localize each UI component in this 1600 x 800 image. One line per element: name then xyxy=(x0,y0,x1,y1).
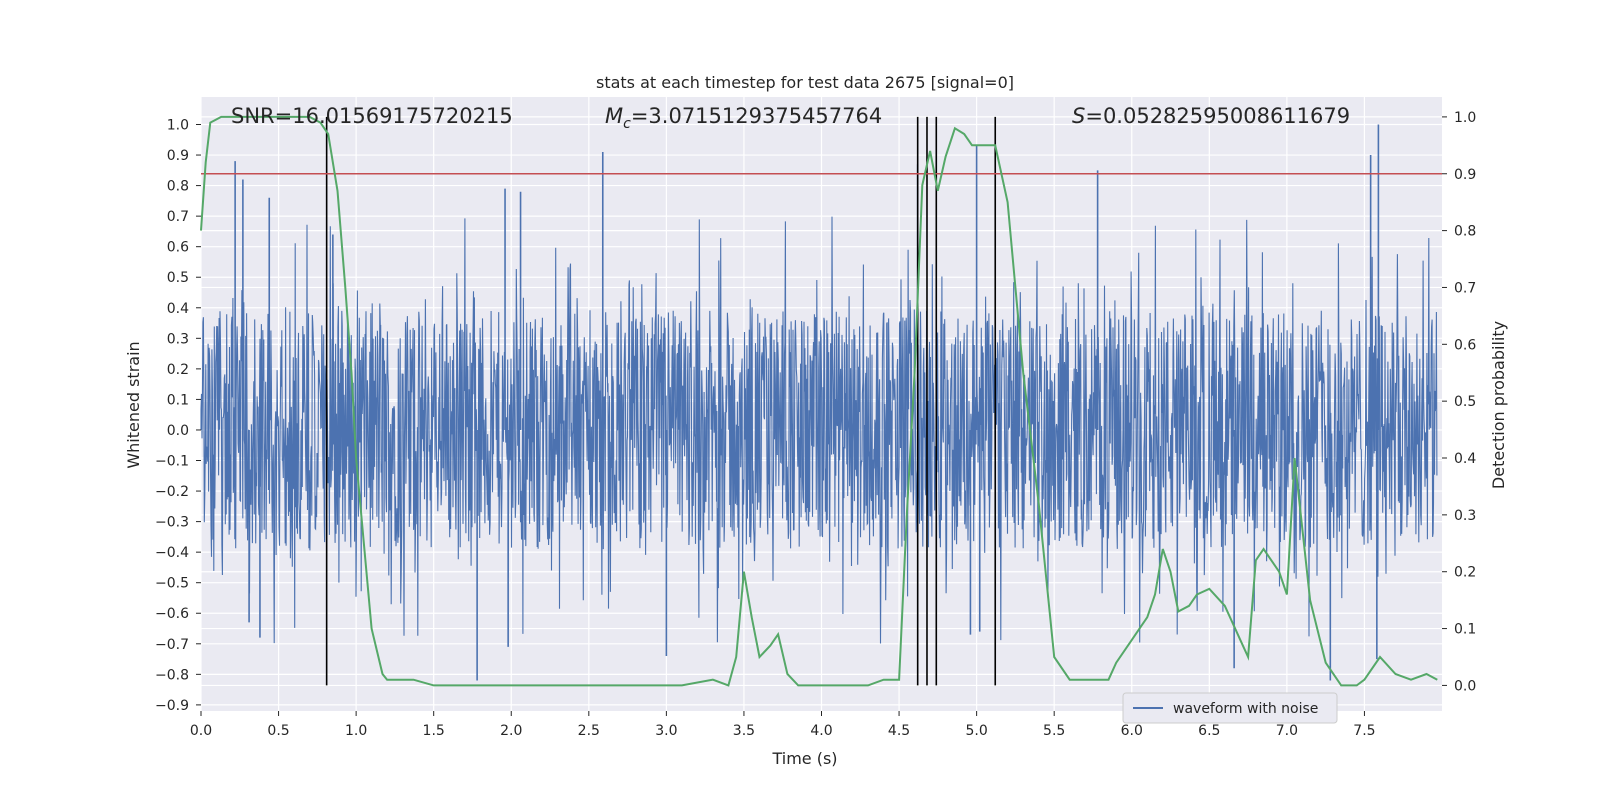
s-annotation: S=0.05282595008611679 xyxy=(1072,104,1350,128)
chirp-mass-subscript: c xyxy=(623,116,631,132)
x-tick-label: 2.5 xyxy=(578,723,600,739)
y-tick-label: −0.5 xyxy=(155,576,189,592)
y-tick-label: −0.8 xyxy=(155,667,189,683)
y2-tick-label: 0.3 xyxy=(1454,508,1476,524)
legend-label: waveform with noise xyxy=(1173,701,1318,717)
y-tick-label: −0.1 xyxy=(155,454,189,470)
y-tick-labels: −0.9 −0.8 −0.7 −0.6 −0.5 −0.4 −0.3 −0.2 −0.1 0.0 0… xyxy=(155,117,201,714)
y2-tick-label: 0.8 xyxy=(1454,224,1476,240)
x-tick-label: 5.0 xyxy=(965,723,987,739)
x-axis-label: Time (s) xyxy=(771,749,837,768)
y-tick-label: −0.9 xyxy=(155,698,189,714)
x-tick-label: 4.0 xyxy=(810,723,832,739)
y-tick-label: 0.5 xyxy=(167,270,189,286)
y-tick-label: 0.9 xyxy=(167,148,189,164)
x-tick-label: 0.5 xyxy=(267,723,289,739)
y-tick-label: 1.0 xyxy=(167,117,189,133)
x-tick-label: 0.0 xyxy=(190,723,212,739)
y2-tick-label: 1.0 xyxy=(1454,110,1476,126)
y-tick-label: 0.0 xyxy=(167,423,189,439)
legend: waveform with noise xyxy=(1122,692,1338,724)
strain-series xyxy=(200,124,1438,681)
detection-probability-line xyxy=(200,115,1438,687)
s-symbol: S xyxy=(1072,104,1085,128)
y-tick-label: 0.1 xyxy=(167,392,189,408)
y-tick-label: 0.6 xyxy=(167,240,189,256)
x-tick-label: 7.0 xyxy=(1276,723,1298,739)
y-tick-label: 0.2 xyxy=(167,362,189,378)
x-tick-label: 6.5 xyxy=(1198,723,1220,739)
y2-tick-label: 0.7 xyxy=(1454,280,1476,296)
y2-tick-label: 0.2 xyxy=(1454,565,1476,581)
x-tick-label: 3.5 xyxy=(733,723,755,739)
s-value: =0.05282595008611679 xyxy=(1085,104,1350,128)
x-tick-label: 1.0 xyxy=(345,723,367,739)
y-tick-label: −0.7 xyxy=(155,637,189,653)
y-tick-label: −0.6 xyxy=(155,606,189,622)
x-tick-label: 4.5 xyxy=(888,723,910,739)
y2-tick-label: 0.4 xyxy=(1454,451,1476,467)
y-tick-label: 0.8 xyxy=(167,179,189,195)
y2-tick-labels: 0.0 0.1 0.2 0.3 0.4 0.5 0.6 0.7 0.8 0.9 1.0 xyxy=(1442,110,1476,694)
y2-tick-label: 0.1 xyxy=(1454,622,1476,638)
y2-tick-label: 0.0 xyxy=(1454,678,1476,694)
chirp-mass-value: =3.0715129375457764 xyxy=(631,104,882,128)
y2-tick-label: 0.5 xyxy=(1454,394,1476,410)
strain-path xyxy=(200,216,1438,644)
x-tick-label: 2.0 xyxy=(500,723,522,739)
x-tick-label: 1.5 xyxy=(423,723,445,739)
x-tick-labels: 0.0 0.5 1.0 1.5 2.0 2.5 3.0 3.5 4.0 4.5 5.0 5.5 6.0 6… xyxy=(190,711,1376,739)
y2-axis-label: Detection probability xyxy=(1489,321,1508,489)
x-tick-label: 3.0 xyxy=(655,723,677,739)
chirp-mass-annotation: Mc=3.0715129375457764 xyxy=(605,104,882,132)
x-tick-label: 7.5 xyxy=(1353,723,1375,739)
y-tick-label: 0.4 xyxy=(167,301,189,317)
y-tick-label: −0.2 xyxy=(155,484,189,500)
y-tick-label: 0.3 xyxy=(167,331,189,347)
legend-box xyxy=(1122,692,1338,724)
detection-vlines xyxy=(325,116,997,686)
y-tick-label: 0.7 xyxy=(167,209,189,225)
x-tick-label: 5.5 xyxy=(1043,723,1065,739)
y-tick-label: −0.4 xyxy=(155,545,189,561)
y2-tick-label: 0.9 xyxy=(1454,167,1476,183)
y2-tick-label: 0.6 xyxy=(1454,337,1476,353)
snr-annotation: SNR=16.01569175720215 xyxy=(231,104,513,128)
y-axis-label: Whitened strain xyxy=(124,341,143,468)
x-tick-label: 6.0 xyxy=(1121,723,1143,739)
chirp-mass-symbol: M xyxy=(605,104,623,128)
y-tick-label: −0.3 xyxy=(155,515,189,531)
chart-title: stats at each timestep for test data 267… xyxy=(596,73,1014,92)
